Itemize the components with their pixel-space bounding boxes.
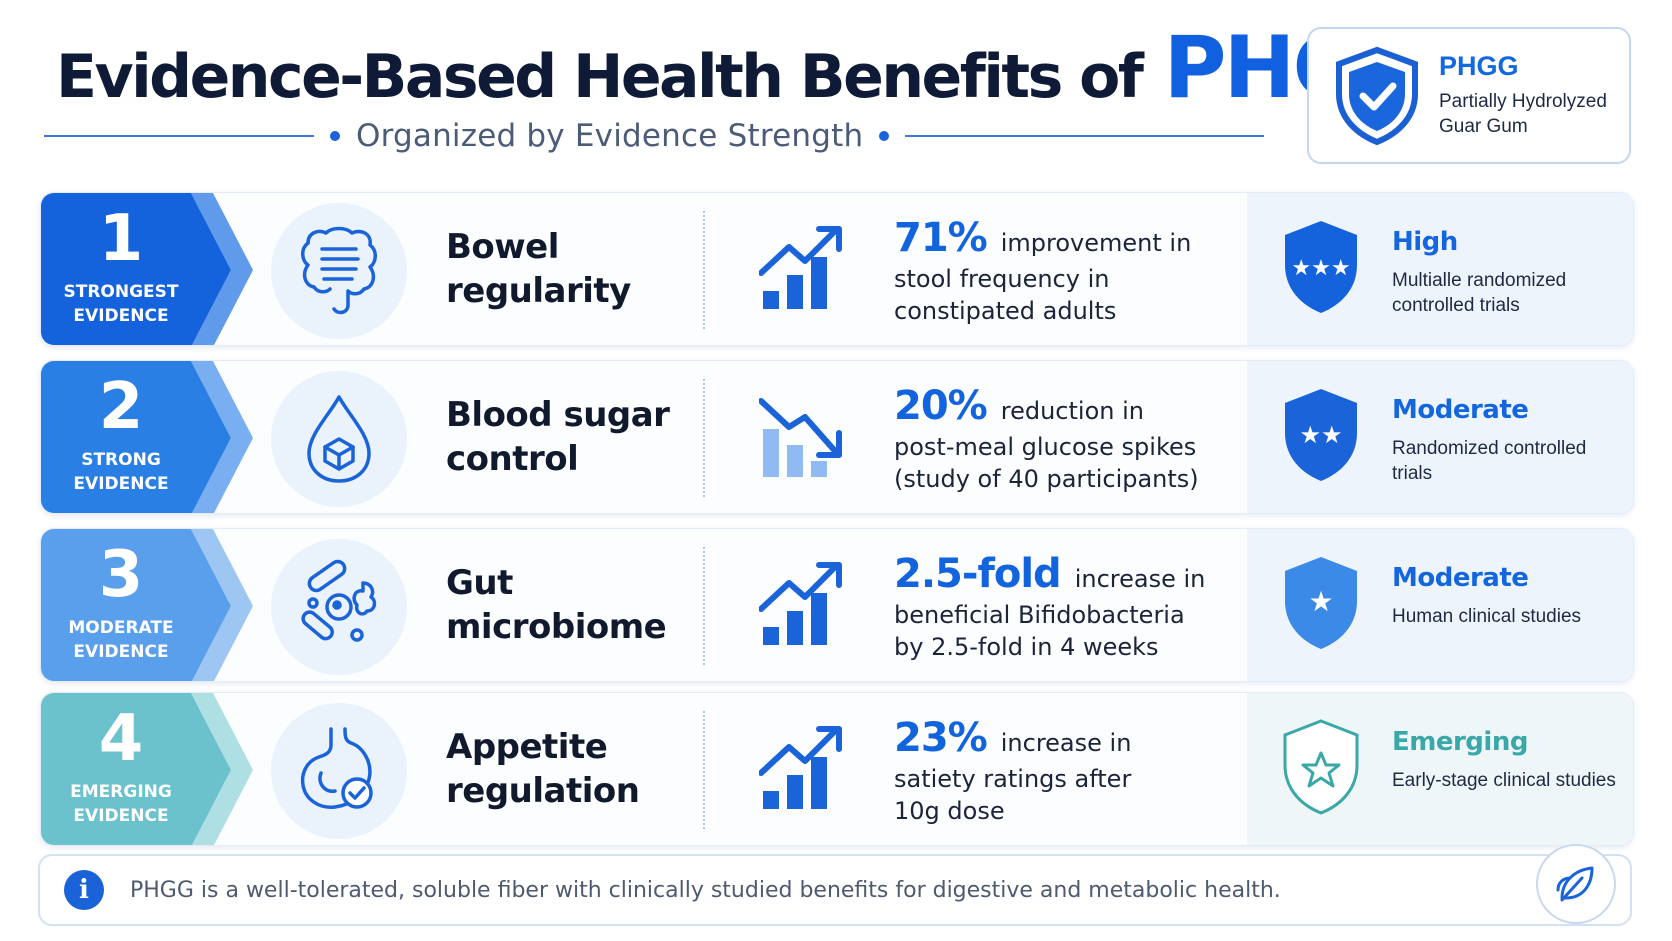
row-divider: [703, 547, 705, 665]
trend-up-icon: [758, 721, 849, 821]
rank-banner: 2 Strong evidence: [41, 361, 291, 513]
badge-subtitle: Partially Hydrolyzed Guar Gum: [1439, 91, 1607, 137]
row-divider: [703, 379, 705, 497]
rank-label: Emerging evidence: [70, 782, 172, 826]
rank-number: 4: [98, 702, 144, 776]
footer-text: PHGG is a well-tolerated, soluble fiber …: [130, 877, 1281, 903]
stat-value: 2.5-fold: [894, 551, 1062, 597]
stat-lead: increase in: [1000, 729, 1132, 757]
stat-value: 20%: [894, 383, 988, 429]
shield-one-star-icon: ★: [1281, 553, 1361, 653]
trend-up-icon: [758, 221, 849, 321]
shield-check-icon: [1329, 46, 1425, 146]
benefit-row-blood-sugar: 2 Strong evidence Blood sugar control 20: [40, 360, 1634, 514]
row-divider: [703, 711, 705, 829]
stat-lead: reduction in: [1000, 397, 1144, 425]
subtitle-dot-right: [879, 131, 890, 141]
benefit-title: Appetite regulation: [446, 726, 640, 811]
evidence-level: High: [1392, 227, 1458, 257]
rank-banner: 4 Emerging evidence: [41, 693, 291, 845]
benefit-title: Blood sugar control: [446, 394, 670, 479]
microbes-icon: [271, 539, 407, 675]
evidence-panel: ★ Moderate Human clinical studies: [1247, 529, 1633, 681]
stat-block: 71% improvement in stool frequency in co…: [894, 215, 1274, 328]
title-main: Evidence-Based Health Benefits of: [56, 42, 1144, 112]
benefit-row-gut-microbiome: 3 Moderate evidence Gut microbiome: [40, 528, 1634, 682]
svg-text:★: ★: [1308, 585, 1333, 618]
trend-up-icon: [758, 557, 849, 657]
stat-lead: improvement in: [1000, 229, 1192, 257]
evidence-description: Human clinical studies: [1392, 606, 1582, 627]
rank-number: 1: [98, 202, 144, 276]
info-icon: i: [64, 870, 104, 910]
leaf-icon: [1536, 844, 1616, 924]
stat-detail: stool frequency in constipated adults: [894, 265, 1117, 326]
rank-number: 3: [98, 538, 144, 612]
rank-label: Moderate evidence: [68, 618, 174, 662]
subtitle-dot-left: [330, 131, 340, 141]
stat-detail: post-meal glucose spikes (study of 40 pa…: [894, 433, 1199, 494]
stat-block: 23% increase in satiety ratings after 10…: [894, 715, 1274, 828]
svg-text:★★★: ★★★: [1291, 256, 1350, 281]
rank-label: Strongest evidence: [63, 282, 179, 326]
svg-text:★★: ★★: [1299, 421, 1342, 449]
stomach-check-icon: [271, 703, 407, 839]
evidence-panel: ★★★ High Multialle randomized controlled…: [1247, 193, 1633, 345]
intestine-icon: [271, 203, 407, 339]
evidence-description: Randomized controlled trials: [1392, 438, 1587, 484]
evidence-panel: Emerging Early-stage clinical studies: [1247, 693, 1633, 845]
benefit-row-appetite: 4 Emerging evidence Appetite regulation: [40, 692, 1634, 846]
trend-down-icon: [758, 389, 849, 489]
stat-lead: increase in: [1074, 565, 1206, 593]
page-title: Evidence-Based Health Benefits of PHGG: [56, 18, 1431, 118]
stat-value: 71%: [894, 215, 988, 261]
stat-block: 2.5-fold increase in beneficial Bifidoba…: [894, 551, 1274, 664]
glucose-drop-icon: [271, 371, 407, 507]
evidence-description: Multialle randomized controlled trials: [1392, 270, 1567, 316]
phgg-badge-card: PHGG Partially Hydrolyzed Guar Gum: [1307, 27, 1631, 164]
evidence-level: Moderate: [1392, 395, 1529, 425]
evidence-level: Emerging: [1392, 727, 1528, 757]
row-divider: [703, 211, 705, 329]
benefit-title: Gut microbiome: [446, 562, 667, 647]
stat-value: 23%: [894, 715, 988, 761]
rank-label: Strong evidence: [73, 450, 169, 494]
subtitle-rule-left: [44, 135, 314, 137]
rank-banner: 3 Moderate evidence: [41, 529, 291, 681]
stat-block: 20% reduction in post-meal glucose spike…: [894, 383, 1274, 496]
shield-two-stars-icon: ★★: [1281, 385, 1361, 485]
rank-number: 2: [98, 370, 144, 444]
benefit-rows: 1 Strongest evidence Bowel regularity 71: [40, 192, 1634, 860]
evidence-description: Early-stage clinical studies: [1392, 770, 1616, 791]
benefit-title: Bowel regularity: [446, 226, 631, 311]
evidence-level: Moderate: [1392, 563, 1529, 593]
subtitle-row: Organized by Evidence Strength: [44, 118, 1264, 154]
rank-banner: 1 Strongest evidence: [41, 193, 291, 345]
stat-detail: satiety ratings after 10g dose: [894, 765, 1132, 826]
evidence-panel: ★★ Moderate Randomized controlled trials: [1247, 361, 1633, 513]
subtitle-rule-right: [905, 135, 1264, 137]
shield-outline-star-icon: [1281, 717, 1361, 817]
benefit-row-bowel: 1 Strongest evidence Bowel regularity 71: [40, 192, 1634, 346]
badge-title: PHGG: [1439, 51, 1519, 82]
footer-note: i PHGG is a well-tolerated, soluble fibe…: [38, 844, 1632, 926]
stat-detail: beneficial Bifidobacteria by 2.5-fold in…: [894, 601, 1185, 662]
shield-three-stars-icon: ★★★: [1281, 217, 1361, 317]
subtitle: Organized by Evidence Strength: [356, 118, 864, 154]
